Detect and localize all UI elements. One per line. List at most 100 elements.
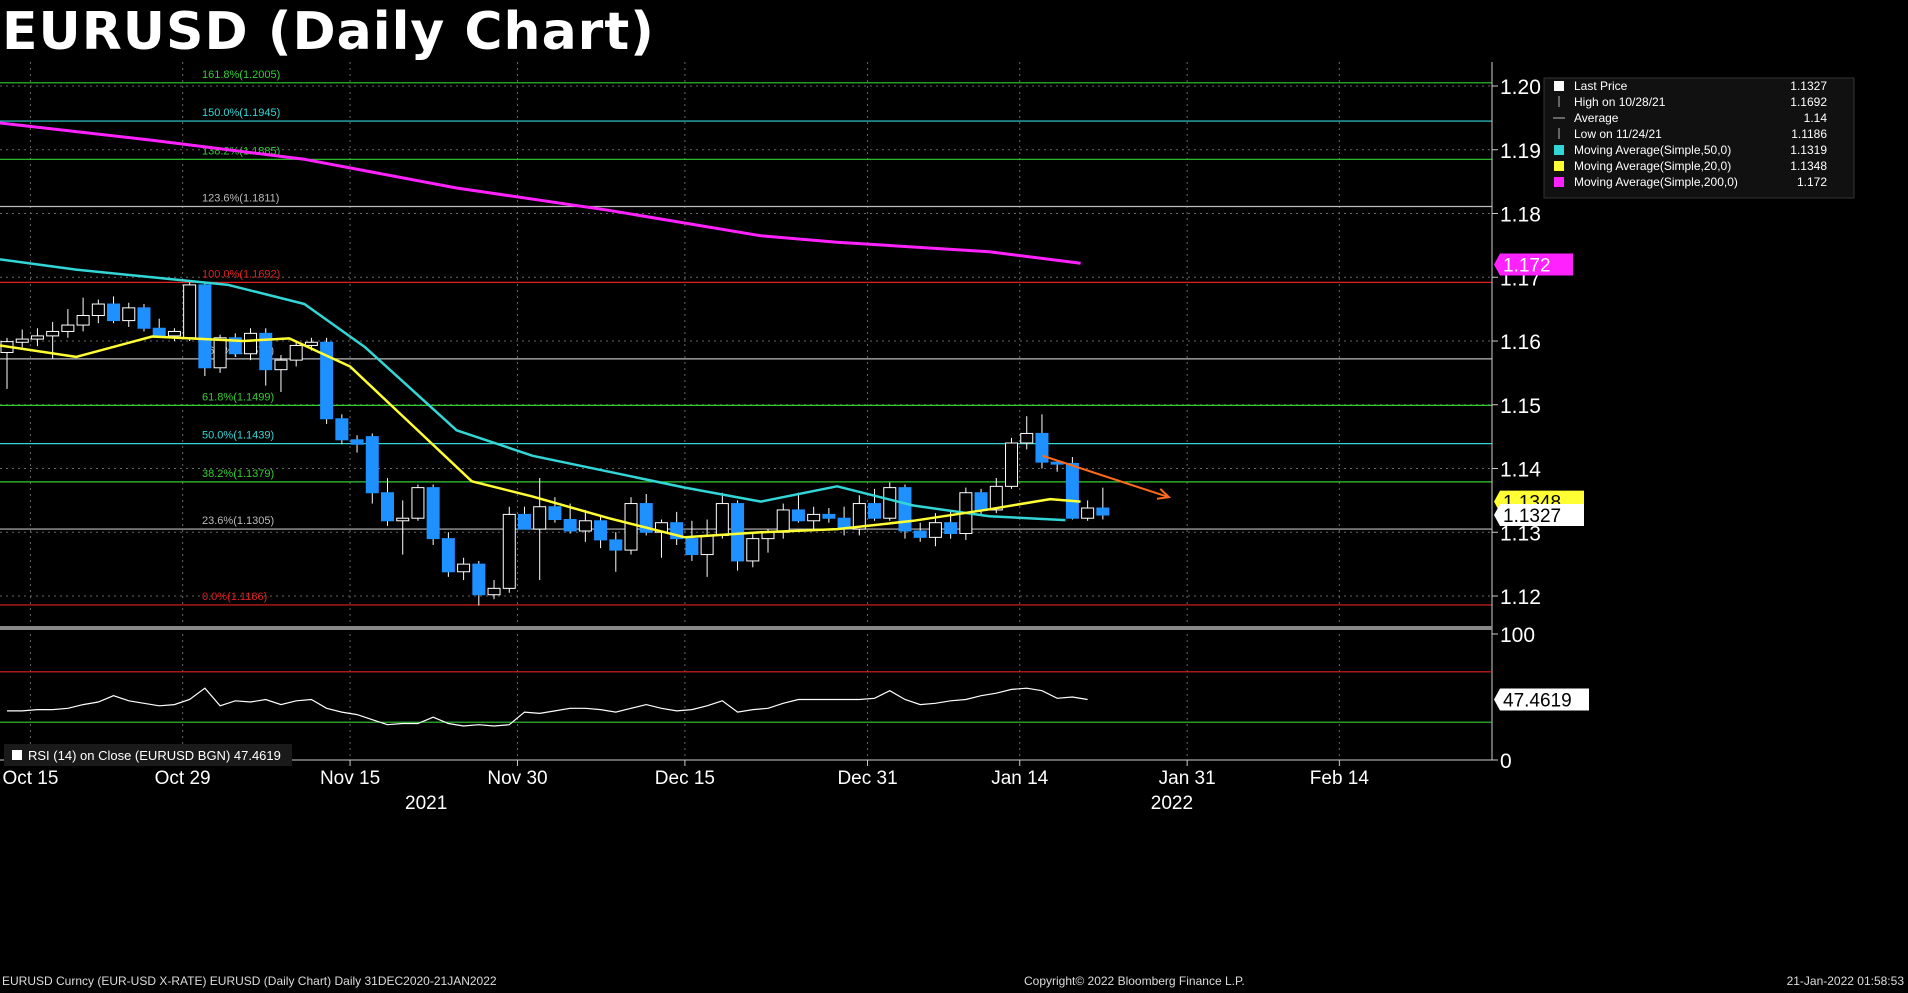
candle-body	[1065, 462, 1079, 519]
candle-body	[609, 539, 623, 551]
ma20-line	[0, 335, 1081, 539]
fib-label: 161.8%(1.2005)	[202, 69, 280, 81]
candle-body	[807, 513, 821, 522]
x-tick-label: Oct 15	[2, 768, 58, 789]
rsi-legend-swatch	[12, 750, 22, 760]
rsi-legend-label: RSI (14) on Close (EURUSD BGN) 47.4619	[28, 748, 281, 763]
legend-label: Last Price	[1574, 79, 1628, 93]
candle-body	[989, 485, 1003, 511]
candle-body	[563, 519, 577, 532]
legend-value: 1.172	[1797, 175, 1827, 189]
x-tick-label: Nov 15	[320, 768, 380, 789]
candle-body	[1035, 432, 1049, 463]
candle-body	[533, 506, 547, 530]
y-tick-label: 1.15	[1500, 395, 1541, 418]
x-tick-label: Dec 15	[655, 768, 715, 789]
y-tick-label: 1.16	[1500, 331, 1541, 354]
candle-body	[396, 517, 410, 522]
candle-body	[487, 587, 501, 596]
moving-average-lines	[0, 258, 1081, 539]
candle-body	[183, 284, 197, 339]
candle-body	[685, 538, 699, 556]
candle-body	[898, 487, 912, 532]
candle-body	[137, 307, 151, 329]
x-tick-label: Nov 30	[487, 768, 547, 789]
ma200-line	[0, 121, 1081, 265]
candle-body	[1081, 507, 1095, 519]
candlestick-series	[0, 282, 1110, 606]
candle-body	[731, 503, 745, 562]
candle-body	[1005, 442, 1019, 487]
y-tick-label: 1.14	[1500, 459, 1541, 482]
legend-value: 1.1348	[1790, 159, 1827, 173]
fib-label: 50.0%(1.1439)	[202, 430, 274, 442]
candle-body	[167, 330, 181, 337]
fib-label: 150.0%(1.1945)	[202, 107, 280, 119]
price-tag	[1494, 504, 1584, 527]
footer-source: EURUSD Curncy (EUR-USD X-RATE) EURUSD (D…	[2, 974, 497, 988]
candle-body	[411, 487, 425, 519]
candle-body	[868, 503, 882, 519]
candle-body	[122, 307, 136, 322]
axes: 1.121.131.141.151.161.171.181.191.20Oct …	[0, 62, 1584, 814]
year-label: 2021	[405, 793, 447, 814]
y-tick-label: 1.12	[1500, 586, 1541, 609]
legend-label: Moving Average(Simple,20,0)	[1574, 159, 1731, 173]
candle-body	[502, 513, 516, 589]
legend-label: High on 10/28/21	[1574, 95, 1666, 109]
candle-body	[15, 338, 29, 343]
x-tick-label: Oct 29	[155, 768, 211, 789]
legend-value: 1.1186	[1791, 127, 1827, 141]
candle-body	[198, 284, 212, 369]
rsi-value-tag	[1494, 688, 1589, 711]
footer-timestamp: 21-Jan-2022 01:58:53	[1786, 974, 1904, 988]
legend-box: Last Price 1.1327 High on 10/28/21 1.1692 Av…	[1543, 77, 1855, 199]
candle-body	[259, 332, 273, 371]
candle-body	[791, 509, 805, 522]
candle-body	[822, 513, 836, 519]
candle-body	[624, 503, 638, 551]
candle-body	[304, 341, 318, 346]
fib-label: 123.6%(1.1811)	[202, 192, 279, 204]
x-axis-bg	[0, 765, 1492, 773]
y-tick-label: 1.19	[1500, 140, 1541, 163]
legend-label: Average	[1574, 111, 1619, 125]
legend-label: Moving Average(Simple,200,0)	[1574, 175, 1738, 189]
candle-body	[639, 503, 653, 533]
chart-title: EURUSD (Daily Chart)	[2, 2, 655, 62]
ma200-line-group	[0, 121, 1081, 265]
fib-label: 100.0%(1.1692)	[202, 268, 280, 280]
candle-body	[776, 509, 790, 533]
y-tick-label: 1.18	[1500, 204, 1541, 227]
candle-body	[928, 522, 942, 538]
candle-body	[320, 341, 334, 420]
rsi-value-tag-label: 47.4619	[1503, 691, 1572, 712]
ma50-line	[0, 258, 1066, 522]
annotations	[1042, 454, 1172, 500]
candle-body	[381, 492, 394, 522]
fib-label: 23.6%(1.1305)	[202, 515, 274, 527]
x-tick-label: Jan 14	[991, 768, 1048, 789]
candle-body	[594, 520, 608, 541]
candle-body	[913, 530, 927, 538]
candle-body	[213, 337, 227, 369]
candle-body	[289, 344, 303, 361]
rsi-line	[7, 687, 1088, 727]
candle-body	[365, 436, 379, 494]
candle-body	[974, 492, 988, 511]
candle-body	[852, 503, 866, 530]
legend-value: 1.1319	[1790, 143, 1827, 157]
footer-copyright: Copyright© 2022 Bloomberg Finance L.P.	[1024, 974, 1245, 988]
legend-label: Low on 11/24/21	[1574, 127, 1662, 141]
candle-body	[152, 327, 166, 337]
fib-label: 0.0%(1.1186)	[202, 591, 267, 603]
legend-value: 1.14	[1804, 111, 1828, 125]
legend-swatch	[1554, 145, 1564, 155]
candle-body	[548, 506, 562, 520]
x-tick-label: Feb 14	[1310, 768, 1370, 789]
candle-body	[578, 520, 592, 532]
legend-value: 1.1692	[1790, 95, 1827, 109]
legend-label: Moving Average(Simple,50,0)	[1574, 143, 1731, 157]
price-tag	[1494, 253, 1573, 276]
